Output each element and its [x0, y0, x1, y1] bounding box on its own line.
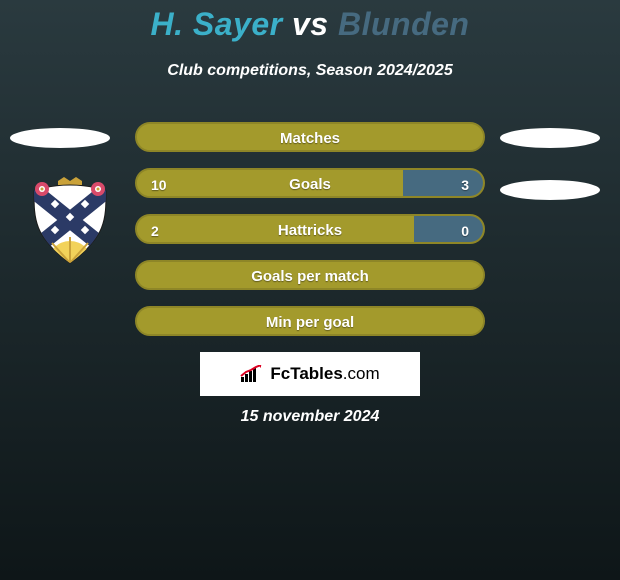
vs-text: vs [292, 6, 329, 42]
stat-row: Goals per match [135, 260, 485, 290]
brand-light: .com [343, 364, 380, 383]
subtitle: Club competitions, Season 2024/2025 [0, 62, 620, 80]
player2-name: Blunden [338, 6, 469, 42]
placeholder-ellipse-right-1 [500, 128, 600, 148]
stat-label: Matches [137, 124, 483, 152]
club-crest [28, 177, 112, 267]
stat-value-left: 2 [151, 216, 159, 244]
stat-label: Goals per match [137, 262, 483, 290]
brand-bold: FcTables [270, 364, 342, 383]
stat-rows: Matches Goals10 3 Hattricks2 0 Goals per matc… [135, 122, 485, 352]
comparison-card: H. Sayer vs Blunden Club competitions, S… [0, 0, 620, 580]
placeholder-ellipse-right-2 [500, 180, 600, 200]
crest-rose-left [35, 182, 49, 196]
stat-row: Hattricks2 0 [135, 214, 485, 244]
stat-row: Goals10 3 [135, 168, 485, 198]
stat-value-right: 0 [461, 216, 469, 244]
stat-label: Goals [137, 170, 483, 198]
stat-value-left: 10 [151, 170, 167, 198]
player1-name: H. Sayer [151, 6, 283, 42]
stat-label: Min per goal [137, 308, 483, 336]
crest-crown [58, 177, 82, 185]
brand-box: FcTables.com [200, 352, 420, 396]
brand-logo-icon [240, 365, 264, 383]
stat-value-right: 3 [461, 170, 469, 198]
stat-row: Matches [135, 122, 485, 152]
placeholder-ellipse-left [10, 128, 110, 148]
crest-rose-right [91, 182, 105, 196]
stat-label: Hattricks [137, 216, 483, 244]
date-text: 15 november 2024 [0, 408, 620, 426]
brand-text: FcTables.com [270, 364, 379, 384]
stat-row: Min per goal [135, 306, 485, 336]
title: H. Sayer vs Blunden [0, 6, 620, 43]
